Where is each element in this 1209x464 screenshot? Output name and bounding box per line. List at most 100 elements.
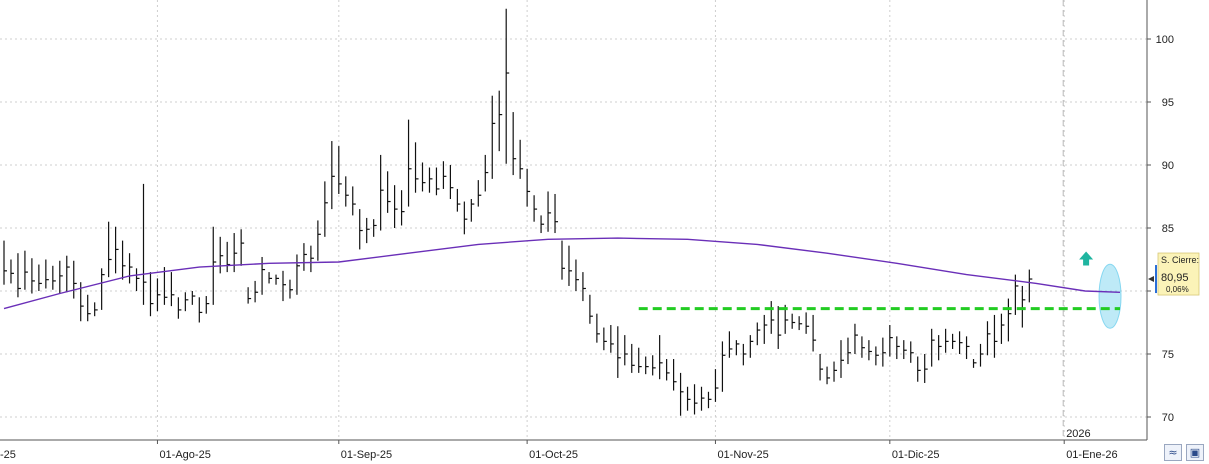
ohlc-bar bbox=[449, 165, 454, 200]
last-price-label: S. Cierre: 80,950,06% bbox=[1148, 252, 1200, 296]
ohlc-bar bbox=[798, 316, 803, 331]
x-tick-label: 01-Ene-26 bbox=[1066, 449, 1117, 461]
ohlc-bar bbox=[128, 253, 133, 284]
moving-average-line bbox=[3, 237, 1121, 310]
y-tick-label: 75 bbox=[1162, 349, 1174, 361]
ohlc-bar bbox=[505, 8, 510, 164]
ohlc-bar bbox=[728, 331, 733, 358]
ohlc-bar bbox=[896, 336, 900, 360]
ohlc-bar bbox=[282, 270, 286, 302]
chart-type-button[interactable]: ≈ bbox=[1164, 444, 1182, 461]
ohlc-bar bbox=[931, 328, 935, 367]
ohlc-bar bbox=[380, 154, 384, 231]
ohlc-bar bbox=[945, 328, 949, 353]
ohlc-bar bbox=[610, 325, 614, 353]
up-arrow-icon bbox=[1079, 251, 1094, 266]
y-tick-label: 85 bbox=[1162, 223, 1174, 235]
ohlc-bar bbox=[484, 154, 489, 192]
ohlc-bar bbox=[254, 280, 259, 303]
save-button[interactable]: ▣ bbox=[1186, 444, 1204, 461]
ohlc-bar bbox=[659, 335, 663, 380]
ohlc-bar bbox=[10, 259, 14, 284]
ohlc-bar bbox=[394, 185, 398, 228]
ohlc-bar bbox=[338, 146, 342, 194]
ohlc-bar bbox=[435, 167, 440, 196]
ohlc-bar bbox=[261, 256, 266, 295]
ohlc-bar bbox=[958, 331, 963, 354]
ohlc-bar bbox=[114, 226, 119, 274]
ohlc-bar bbox=[345, 176, 349, 207]
ohlc-bar bbox=[756, 322, 761, 346]
ohlc-bar bbox=[359, 209, 363, 250]
ohlc-bar bbox=[700, 386, 705, 411]
ohlc-bar bbox=[3, 240, 7, 285]
ohlc-bar bbox=[833, 361, 838, 382]
ohlc-bar bbox=[693, 384, 698, 415]
ohlc-bar bbox=[366, 217, 370, 244]
ohlc-bar bbox=[1028, 269, 1033, 303]
ohlc-bar bbox=[540, 215, 545, 234]
ohlc-bar bbox=[101, 268, 105, 310]
ohlc-bar bbox=[652, 355, 656, 376]
ohlc-bar bbox=[547, 191, 552, 232]
ohlc-bar bbox=[596, 313, 600, 343]
ohlc-bar bbox=[184, 292, 189, 312]
ohlc-bar bbox=[275, 274, 280, 285]
x-tick-label: 01-Nov-25 bbox=[717, 449, 768, 461]
ohlc-bar bbox=[561, 240, 565, 280]
last-price-caption: S. Cierre: bbox=[1161, 255, 1199, 265]
ohlc-bar bbox=[442, 161, 447, 189]
ohlc-bar bbox=[645, 356, 649, 375]
ohlc-bar bbox=[352, 186, 356, 216]
ohlc-bar bbox=[714, 369, 719, 402]
ohlc-bar bbox=[296, 254, 300, 295]
ohlc-bar bbox=[770, 301, 775, 334]
y-tick-label: 90 bbox=[1162, 160, 1174, 172]
ohlc-bar bbox=[240, 229, 245, 266]
ohlc-bar bbox=[686, 386, 691, 411]
ohlc-bar bbox=[826, 366, 831, 385]
ohlc-bar bbox=[617, 326, 621, 378]
ohlc-bar bbox=[121, 240, 126, 280]
ohlc-bar bbox=[198, 297, 203, 323]
ohlc-bar bbox=[191, 291, 196, 305]
y-axis: 100959085807570 bbox=[1146, 0, 1174, 440]
ohlc-bar bbox=[24, 250, 28, 290]
ohlc-bar bbox=[94, 302, 98, 317]
price-bars bbox=[3, 8, 1033, 416]
ohlc-bar bbox=[149, 272, 154, 317]
ohlc-bar bbox=[498, 90, 503, 152]
ohlc-bar bbox=[533, 195, 538, 222]
ohlc-bar bbox=[456, 188, 461, 212]
ohlc-bar bbox=[972, 359, 977, 368]
grid-lines bbox=[0, 0, 1147, 440]
ohlc-bar bbox=[589, 294, 593, 324]
ohlc-bar bbox=[477, 180, 482, 207]
ohlc-bar bbox=[742, 343, 747, 366]
ohlc-bar bbox=[910, 341, 914, 363]
ohlc-bar bbox=[938, 335, 942, 361]
ohlc-bar bbox=[672, 359, 677, 391]
ohlc-bar bbox=[721, 341, 726, 392]
x-tick-label: -25 bbox=[0, 449, 16, 461]
ohlc-bar bbox=[875, 346, 879, 366]
ohlc-bar bbox=[812, 314, 817, 352]
ohlc-bar bbox=[679, 372, 684, 416]
ohlc-bar bbox=[965, 336, 970, 360]
ohlc-bar bbox=[108, 221, 112, 278]
ohlc-bar bbox=[840, 340, 844, 378]
ohlc-bar bbox=[52, 265, 56, 290]
ohlc-bar bbox=[631, 343, 635, 373]
ohlc-bar bbox=[156, 278, 161, 312]
ohlc-bar bbox=[233, 233, 238, 273]
ohlc-bar bbox=[638, 347, 642, 373]
ohlc-bar bbox=[247, 287, 252, 304]
ohlc-bar bbox=[882, 337, 886, 367]
ohlc-bar bbox=[428, 167, 433, 193]
ohlc-bar bbox=[87, 294, 91, 322]
x-tick-label: 01-Ago-25 bbox=[159, 449, 210, 461]
ohlc-bar bbox=[324, 181, 328, 237]
ohlc-bar bbox=[400, 190, 405, 226]
ohlc-bar bbox=[868, 340, 872, 361]
ohlc-bar bbox=[289, 279, 293, 299]
